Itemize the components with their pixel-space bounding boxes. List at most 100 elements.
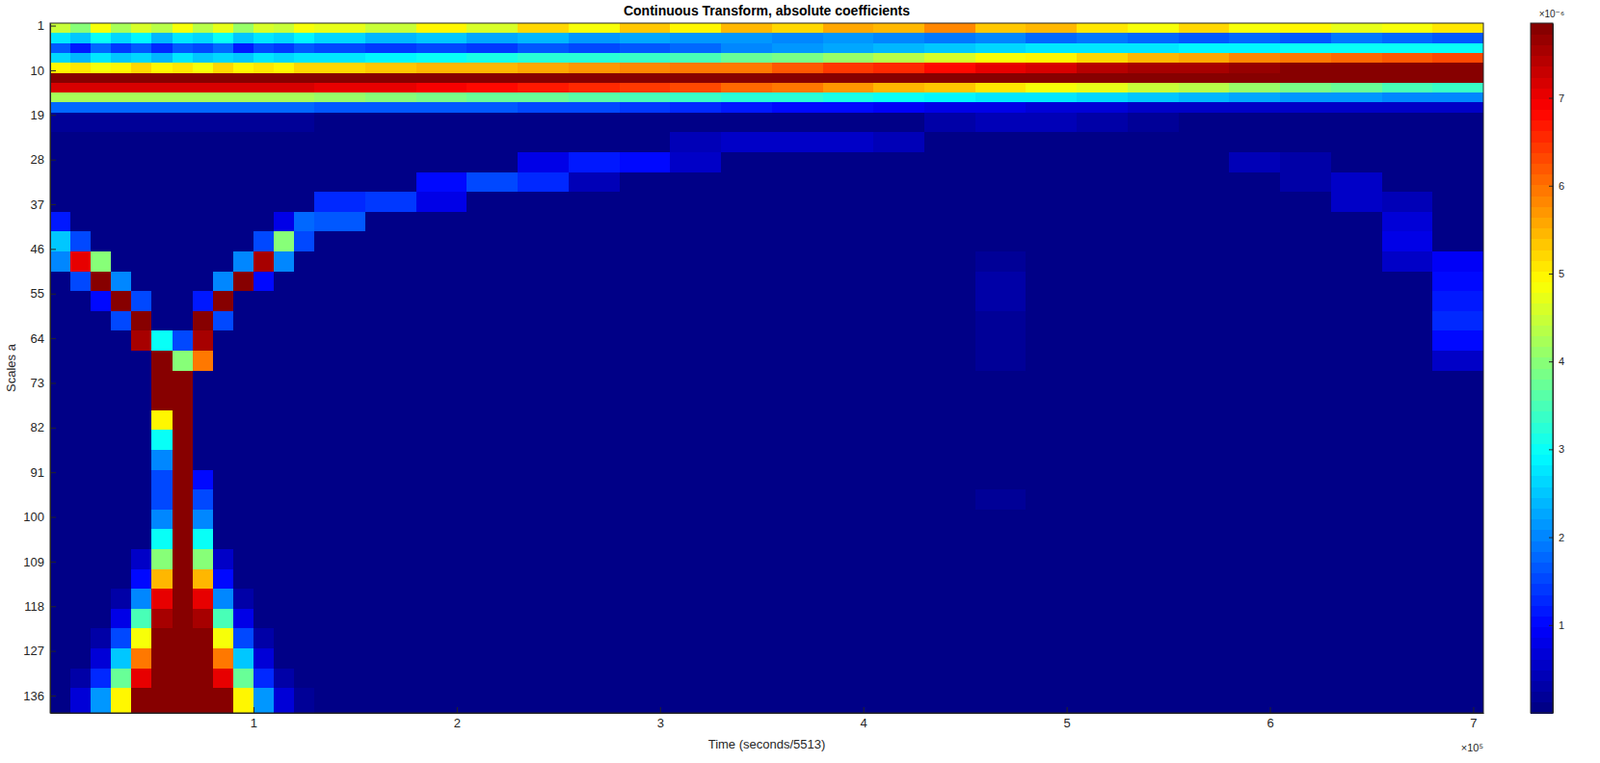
heatmap-cell bbox=[416, 688, 468, 714]
heatmap-cell bbox=[416, 330, 468, 351]
heatmap-cell bbox=[90, 569, 112, 590]
heatmap-cell bbox=[253, 688, 275, 714]
heatmap-cell bbox=[720, 112, 773, 134]
heatmap-cell bbox=[1127, 102, 1179, 113]
heatmap-cell bbox=[975, 73, 1027, 84]
heatmap-cell bbox=[416, 450, 468, 471]
heatmap-cell bbox=[273, 43, 295, 54]
heatmap-cell bbox=[1382, 152, 1434, 173]
heatmap-cell bbox=[1127, 371, 1179, 392]
heatmap-cell bbox=[192, 82, 214, 94]
heatmap-cell bbox=[151, 112, 173, 134]
heatmap-cell bbox=[873, 251, 925, 272]
heatmap-cell bbox=[975, 32, 1027, 44]
heatmap-cell bbox=[517, 470, 569, 491]
heatmap-cell bbox=[1076, 668, 1128, 690]
heatmap-cell bbox=[466, 251, 518, 272]
heatmap-cell bbox=[873, 529, 925, 550]
heatmap-cell bbox=[1127, 62, 1179, 74]
heatmap-cell bbox=[873, 291, 925, 312]
heatmap-cell bbox=[273, 62, 295, 74]
heatmap-cell bbox=[975, 371, 1027, 392]
heatmap-cell bbox=[1432, 350, 1484, 372]
heatmap-cell bbox=[50, 102, 72, 113]
heatmap-cell bbox=[1025, 429, 1077, 451]
heatmap-cell bbox=[213, 549, 235, 570]
tick-label: 37 bbox=[30, 197, 45, 213]
heatmap-cell bbox=[365, 231, 417, 252]
heatmap-cell bbox=[365, 569, 417, 590]
heatmap-cell bbox=[50, 112, 72, 134]
heatmap-cell bbox=[1025, 628, 1077, 649]
heatmap-cell bbox=[90, 152, 112, 173]
heatmap-cell bbox=[517, 609, 569, 630]
heatmap-cell bbox=[131, 330, 153, 351]
heatmap-cell bbox=[70, 489, 92, 510]
heatmap-cell bbox=[517, 231, 569, 252]
heatmap-cell bbox=[1432, 291, 1484, 312]
heatmap-cell bbox=[1382, 32, 1434, 44]
heatmap-cell bbox=[720, 53, 773, 64]
heatmap-cell bbox=[1432, 410, 1484, 431]
heatmap-cell bbox=[213, 82, 235, 94]
colorbar-swatch bbox=[1530, 239, 1553, 251]
heatmap-cell bbox=[110, 43, 133, 54]
colorbar-swatch bbox=[1530, 465, 1553, 478]
heatmap-cell bbox=[1280, 628, 1332, 649]
heatmap-cell bbox=[619, 43, 671, 54]
heatmap-cell bbox=[517, 410, 569, 431]
heatmap-cell bbox=[90, 311, 112, 332]
heatmap-cell bbox=[466, 330, 518, 351]
heatmap-cell bbox=[669, 152, 721, 173]
heatmap-cell bbox=[1025, 102, 1077, 113]
heatmap-cell bbox=[273, 172, 295, 193]
heatmap-cell bbox=[669, 32, 721, 44]
heatmap-cell bbox=[365, 191, 417, 213]
heatmap-cell bbox=[233, 172, 255, 193]
tick-label: 2 bbox=[1558, 532, 1565, 544]
heatmap-cell bbox=[293, 231, 316, 252]
heatmap-cell bbox=[517, 688, 569, 714]
heatmap-cell bbox=[1025, 43, 1077, 54]
heatmap-cell bbox=[110, 311, 133, 332]
heatmap-cell bbox=[192, 251, 214, 272]
heatmap-cell bbox=[1331, 350, 1383, 372]
heatmap-cell bbox=[50, 688, 72, 714]
heatmap-cell bbox=[365, 688, 417, 714]
heatmap-cell bbox=[273, 628, 295, 649]
heatmap-cell bbox=[1432, 489, 1484, 510]
heatmap-cell bbox=[823, 152, 875, 173]
heatmap-cell bbox=[466, 271, 518, 293]
heatmap-cell bbox=[273, 53, 295, 64]
heatmap-cell bbox=[1127, 212, 1179, 233]
heatmap-cell bbox=[1127, 569, 1179, 590]
heatmap-cell bbox=[1178, 429, 1230, 451]
heatmap-cell bbox=[720, 429, 773, 451]
heatmap-cell bbox=[1331, 509, 1383, 531]
heatmap-cell bbox=[1280, 529, 1332, 550]
heatmap-cell bbox=[192, 231, 214, 252]
heatmap-cell bbox=[273, 648, 295, 669]
heatmap-cell bbox=[669, 529, 721, 550]
heatmap-cell bbox=[1127, 429, 1179, 451]
heatmap-cell bbox=[131, 191, 153, 213]
heatmap-cell bbox=[213, 688, 235, 714]
heatmap-cell bbox=[823, 350, 875, 372]
tick-mark bbox=[1548, 537, 1553, 539]
heatmap-cell bbox=[416, 212, 468, 233]
heatmap-cell bbox=[273, 102, 295, 113]
heatmap-cell bbox=[233, 152, 255, 173]
colorbar-swatch bbox=[1530, 540, 1553, 553]
heatmap-cell bbox=[720, 450, 773, 471]
heatmap-cell bbox=[213, 291, 235, 312]
tick: 64 bbox=[30, 331, 56, 347]
heatmap-cell bbox=[1432, 648, 1484, 669]
heatmap-cell bbox=[1382, 132, 1434, 153]
heatmap-cell bbox=[70, 53, 92, 64]
heatmap-cell bbox=[365, 102, 417, 113]
heatmap-cell bbox=[720, 152, 773, 173]
heatmap-cell bbox=[720, 92, 773, 104]
tick: 46 bbox=[30, 241, 56, 257]
heatmap-cell bbox=[1178, 43, 1230, 54]
heatmap-cell bbox=[1076, 23, 1128, 34]
